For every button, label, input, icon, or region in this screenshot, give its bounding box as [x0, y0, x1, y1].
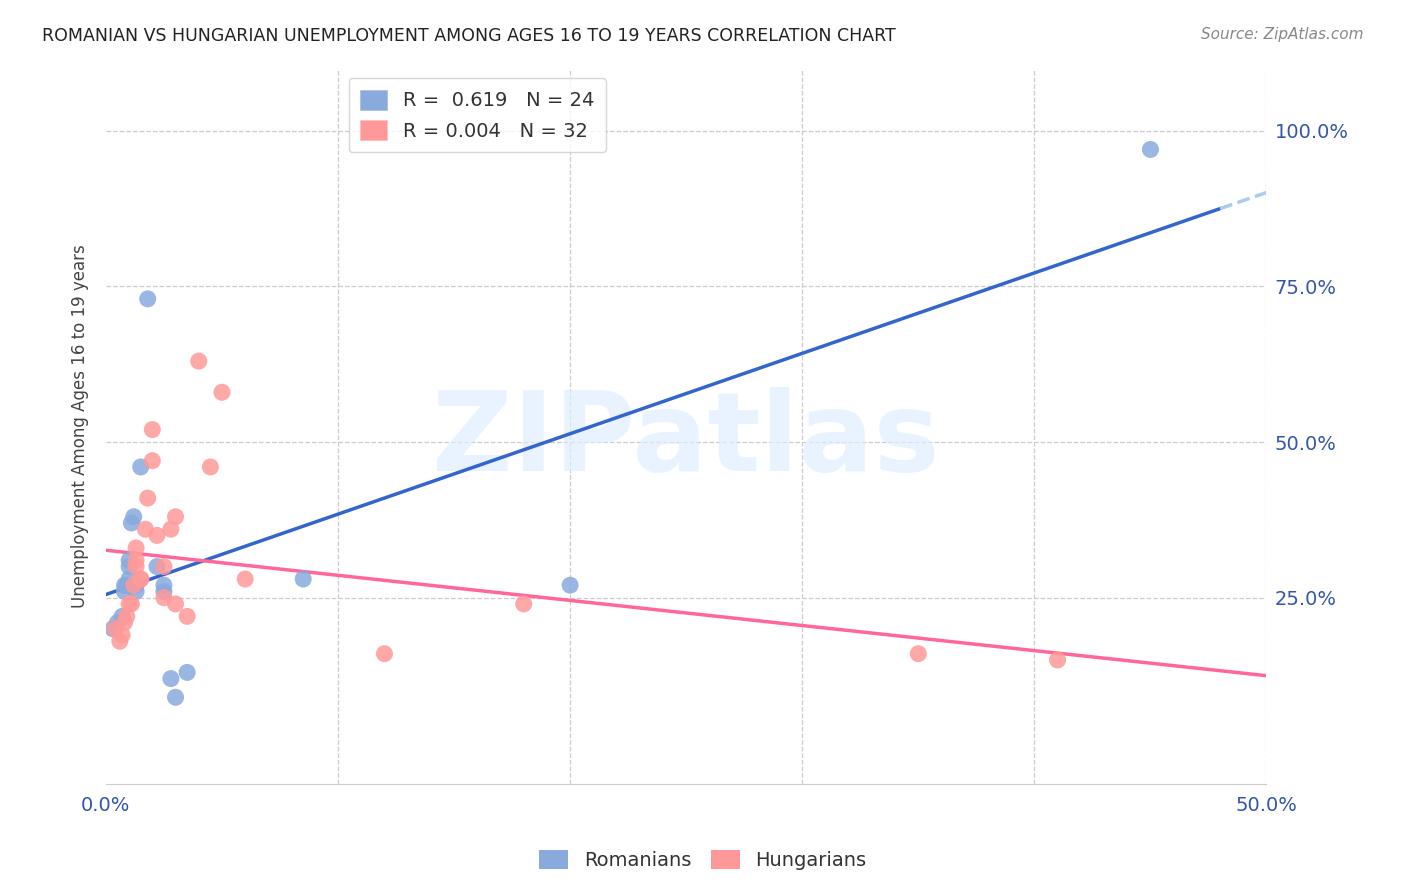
Point — [292, 572, 315, 586]
Point — [176, 665, 198, 680]
Point — [373, 647, 395, 661]
Point — [114, 584, 136, 599]
Point — [1046, 653, 1069, 667]
Point — [122, 578, 145, 592]
Point — [512, 597, 534, 611]
Point — [153, 591, 176, 605]
Point — [114, 578, 136, 592]
Point — [165, 690, 187, 705]
Point — [115, 578, 138, 592]
Point — [120, 516, 142, 530]
Point — [125, 578, 148, 592]
Point — [136, 292, 159, 306]
Point — [118, 559, 141, 574]
Point — [111, 609, 134, 624]
Point — [153, 578, 176, 592]
Point — [160, 672, 183, 686]
Point — [111, 628, 134, 642]
Point — [165, 509, 187, 524]
Point — [165, 597, 187, 611]
Point — [141, 454, 163, 468]
Point — [101, 622, 124, 636]
Point — [153, 584, 176, 599]
Point — [1139, 143, 1161, 157]
Point — [233, 572, 256, 586]
Text: Source: ZipAtlas.com: Source: ZipAtlas.com — [1201, 27, 1364, 42]
Point — [129, 572, 152, 586]
Point — [136, 491, 159, 505]
Point — [118, 572, 141, 586]
Point — [187, 354, 209, 368]
Point — [560, 578, 582, 592]
Legend: Romanians, Hungarians: Romanians, Hungarians — [531, 842, 875, 878]
Point — [129, 572, 152, 586]
Point — [211, 385, 233, 400]
Point — [122, 509, 145, 524]
Y-axis label: Unemployment Among Ages 16 to 19 years: Unemployment Among Ages 16 to 19 years — [72, 244, 89, 608]
Point — [129, 459, 152, 474]
Point — [176, 609, 198, 624]
Point — [104, 622, 127, 636]
Point — [146, 559, 169, 574]
Point — [146, 528, 169, 542]
Point — [107, 615, 129, 630]
Point — [125, 541, 148, 555]
Point — [114, 615, 136, 630]
Point — [160, 522, 183, 536]
Point — [134, 522, 156, 536]
Point — [200, 459, 222, 474]
Point — [125, 584, 148, 599]
Point — [120, 597, 142, 611]
Text: ZIPatlas: ZIPatlas — [432, 387, 941, 494]
Point — [125, 553, 148, 567]
Point — [125, 559, 148, 574]
Point — [115, 609, 138, 624]
Point — [118, 553, 141, 567]
Legend: R =  0.619   N = 24, R = 0.004   N = 32: R = 0.619 N = 24, R = 0.004 N = 32 — [349, 78, 606, 153]
Point — [153, 559, 176, 574]
Point — [141, 423, 163, 437]
Point — [118, 597, 141, 611]
Point — [108, 634, 131, 648]
Text: ROMANIAN VS HUNGARIAN UNEMPLOYMENT AMONG AGES 16 TO 19 YEARS CORRELATION CHART: ROMANIAN VS HUNGARIAN UNEMPLOYMENT AMONG… — [42, 27, 896, 45]
Point — [907, 647, 929, 661]
